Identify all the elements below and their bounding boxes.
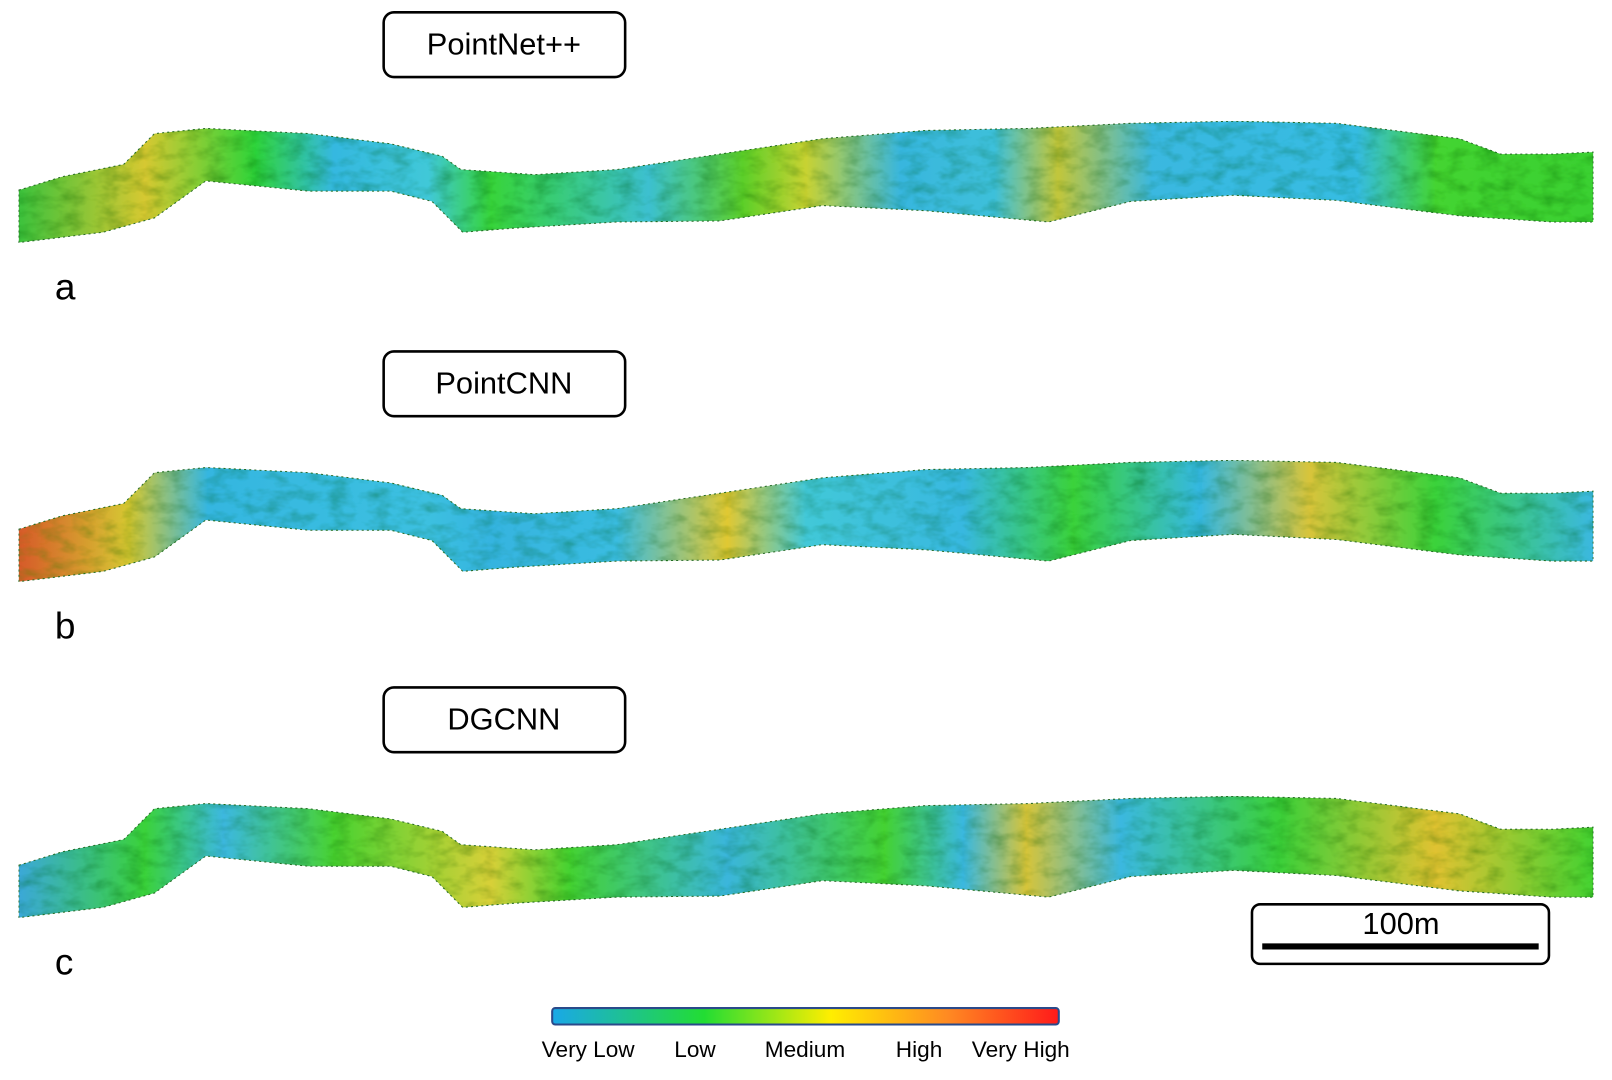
panel-label: b (55, 606, 76, 647)
panel-title: PointCNN (435, 365, 572, 400)
point-cloud (18, 120, 1594, 244)
colorbar: Very Low Low Medium High Very High (542, 1007, 1070, 1062)
panel-title-box (382, 350, 627, 418)
panel: PointNet++ a (18, 11, 1594, 308)
colorbar-label: Low (674, 1037, 716, 1062)
scale-bar: 100m (1250, 902, 1551, 966)
point-cloud (18, 795, 1594, 919)
colorbar-label: Medium (765, 1037, 845, 1062)
colorbar-label: Very High (972, 1037, 1070, 1062)
panel-title-box (382, 686, 627, 754)
panel-label: c (55, 942, 74, 983)
colorbar-label: Very Low (542, 1037, 636, 1062)
panel-label: a (55, 267, 76, 308)
panel-title-box (382, 11, 627, 79)
point-cloud (18, 459, 1594, 583)
scale-bar-label: 100m (1362, 906, 1439, 941)
colorbar-ramp (551, 1007, 1060, 1026)
panel: DGCNN c (18, 686, 1594, 983)
panels: PointNet++ a PointCNN b DGCNN c (18, 11, 1594, 983)
panel-title: DGCNN (447, 702, 560, 737)
panel: PointCNN b (18, 350, 1594, 647)
colorbar-label: High (896, 1037, 942, 1062)
panel-title: PointNet++ (427, 26, 581, 61)
